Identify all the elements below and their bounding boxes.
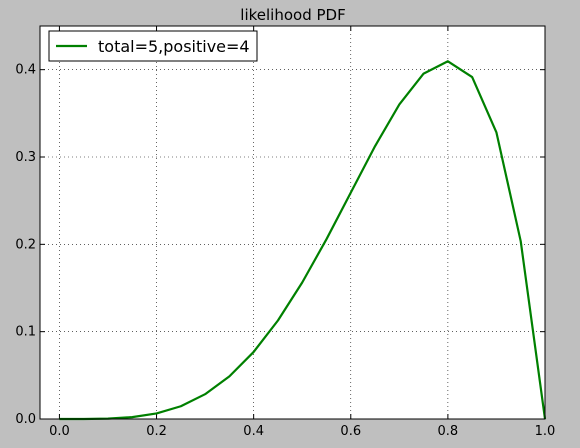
plot-area <box>40 26 545 419</box>
y-tick-label: 0.3 <box>15 150 36 165</box>
legend: total=5,positive=4 <box>49 31 257 61</box>
x-tick-label: 0.4 <box>243 424 264 439</box>
x-tick-label: 0.6 <box>340 424 361 439</box>
legend-label: total=5,positive=4 <box>98 37 250 56</box>
x-tick-label: 0.0 <box>49 424 70 439</box>
x-tick-label: 0.8 <box>438 424 459 439</box>
y-tick-label: 0.1 <box>15 325 36 340</box>
x-tick-label: 1.0 <box>535 424 556 439</box>
y-tick-label: 0.2 <box>15 237 36 252</box>
y-tick-label: 0.0 <box>15 412 36 427</box>
y-tick-label: 0.4 <box>15 63 36 78</box>
chart-title: likelihood PDF <box>240 6 345 24</box>
x-tick-label: 0.2 <box>146 424 167 439</box>
